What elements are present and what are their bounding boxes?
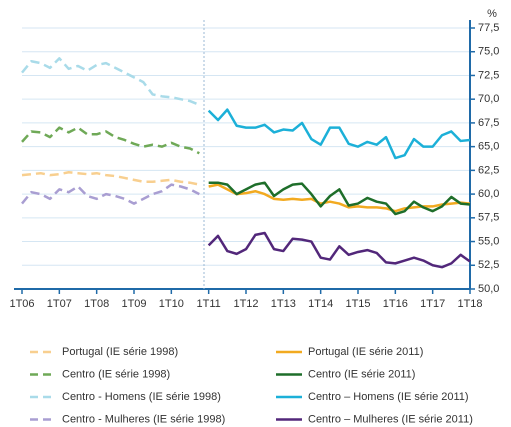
x-tick-label: 1T07	[47, 298, 72, 310]
y-tick-label: 65,0	[478, 141, 499, 153]
y-tick-label: 62,5	[478, 164, 499, 176]
legend-label: Centro (IE série 2011)	[308, 368, 415, 380]
x-tick-label: 1T11	[197, 298, 221, 310]
y-tick-label: 57,5	[478, 212, 499, 224]
y-tick-label: 50,0	[478, 283, 499, 295]
series-line	[21, 126, 200, 155]
x-tick-label: 1T18	[457, 298, 482, 310]
y-tick-label: 77,5	[478, 22, 499, 34]
legend-label: Centro – Mulheres (IE série 2011)	[308, 413, 473, 425]
legend-label: Centro - Homens (IE série 1998)	[62, 391, 221, 403]
x-tick-label: 1T08	[84, 298, 109, 310]
legend-label: Centro – Homens (IE série 2011)	[308, 391, 469, 403]
series-line	[208, 181, 471, 216]
legend-label: Centro (IE série 1998)	[62, 368, 170, 380]
x-tick-label: 1T09	[121, 298, 146, 310]
y-tick-label: 52,5	[478, 259, 499, 271]
y-tick-label: 60,0	[478, 188, 499, 200]
x-tick-label: 1T06	[9, 298, 34, 310]
x-tick-label: 1T10	[159, 298, 184, 310]
series-line	[21, 57, 200, 107]
x-tick-label: 1T12	[233, 298, 258, 310]
series-line	[21, 171, 200, 186]
legend-label: Portugal (IE série 2011)	[308, 346, 423, 358]
y-tick-label: 67,5	[478, 117, 499, 129]
y-tick-label: 72,5	[478, 69, 499, 81]
y-unit: %	[487, 8, 497, 20]
legend-label: Portugal (IE série 1998)	[62, 346, 178, 358]
x-tick-label: 1T14	[308, 298, 333, 310]
y-tick-label: 55,0	[478, 235, 499, 247]
series-line	[208, 183, 471, 213]
series-line	[21, 183, 200, 205]
x-tick-label: 1T17	[420, 298, 445, 310]
x-tick-label: 1T15	[345, 298, 370, 310]
y-tick-label: 75,0	[478, 46, 499, 58]
x-tick-label: 1T13	[271, 298, 296, 310]
series-line	[207, 231, 471, 269]
y-tick-label: 70,0	[478, 93, 499, 105]
legend-label: Centro - Mulheres (IE série 1998)	[62, 413, 225, 425]
series-line	[207, 108, 471, 160]
x-tick-label: 1T16	[383, 298, 408, 310]
